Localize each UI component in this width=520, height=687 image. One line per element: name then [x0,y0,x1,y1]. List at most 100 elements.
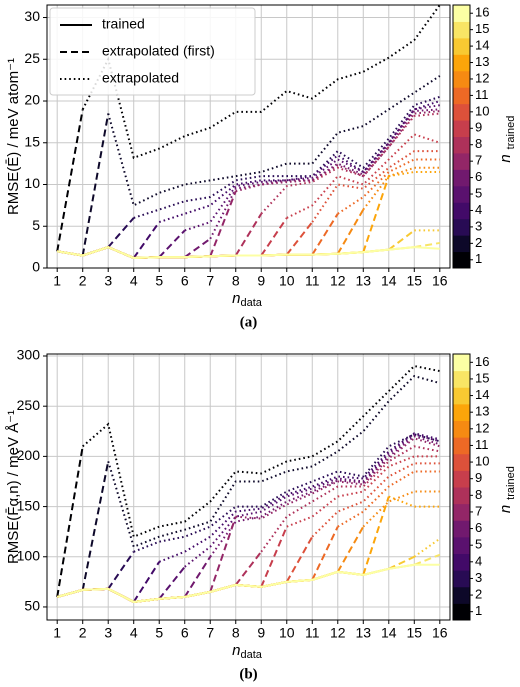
colorbar-tick-label: 12 [475,420,489,435]
colorbar-tick-label: 14 [475,38,489,53]
colorbar-tick-label: 5 [475,185,482,200]
series-line [209,435,441,558]
colorbar-tick-label: 2 [475,587,482,602]
series-line [107,374,441,549]
colorbar-cell [453,120,470,137]
colorbar-cell [453,370,470,388]
colorbar-tick-label: 15 [475,370,489,385]
y-tick-label: 250 [17,397,41,413]
x-tick-label: 10 [279,625,295,641]
x-tick-label: 2 [79,625,87,641]
colorbar-cell [453,453,470,471]
series-line [260,445,440,553]
colorbar-tick-label: 2 [475,235,482,250]
colorbar-cell [453,487,470,505]
colorbar-tick-label: 6 [475,520,482,535]
x-tick-label: 9 [257,625,265,641]
series-line [107,217,135,248]
x-tick-label: 13 [355,625,371,641]
colorbar-cell [453,218,470,236]
series-line [285,536,314,583]
series-line [337,470,440,528]
x-tick-label: 16 [432,625,448,641]
colorbar-label-sub: trained [505,466,517,500]
series-line [209,516,237,593]
colorbar-label-sub: trained [505,116,517,150]
series-line [184,104,440,232]
x-tick-label: 6 [181,625,189,641]
x-tick-label: 5 [155,625,163,641]
series-line [234,551,263,586]
colorbar-tick-label: 1 [475,603,482,618]
colorbar-tick-label: 11 [475,437,489,452]
colorbar-tick-label: 8 [475,136,482,151]
x-tick-label: 14 [381,273,397,289]
colorbar-cell [453,387,470,405]
x-tick-label: 11 [305,625,320,641]
series-line [107,551,135,590]
series-line [234,213,263,257]
panel-label: (a) [240,314,258,330]
x-tick-label: 2 [79,273,87,289]
colorbar-cell [453,420,470,438]
colorbar-cell [453,570,470,588]
y-tick-label: 10 [24,175,40,191]
colorbar-tick-label: 16 [475,5,489,20]
colorbar-tick-label: 4 [475,202,482,217]
colorbar-cell [453,169,470,187]
series-line [56,563,440,603]
series-line [133,95,441,219]
x-tick-label: 16 [432,273,448,289]
x-tick-label: 5 [155,273,163,289]
colorbar-cell [453,586,470,604]
series-line [362,166,440,211]
x-tick-label: 13 [355,273,371,289]
series-line [311,526,339,581]
series-line [183,556,212,598]
series-line [132,561,161,603]
legend-label: trained [102,16,145,32]
colorbar-cell [453,251,470,269]
colorbar-tick-label: 9 [475,120,482,135]
x-tick-label: 14 [381,625,397,641]
y-tick-label: 15 [24,133,40,149]
colorbar-tick-label: 1 [475,251,482,266]
series-line [336,526,365,573]
x-tick-label: 1 [53,273,61,289]
colorbar-cell [453,235,470,253]
y-tick-label: 300 [17,347,41,363]
colorbar-tick-label: 13 [475,404,489,419]
x-tick-label: 7 [206,273,214,289]
x-tick-label: 12 [330,625,346,641]
x-axis-label: n [232,290,240,307]
series-line [311,150,440,223]
series-line [82,364,440,539]
series-line [158,432,441,563]
series-line [158,566,186,600]
colorbar-tick-label: 16 [475,354,489,369]
colorbar-tick-label: 7 [475,503,482,518]
colorbar-cell [453,202,470,220]
colorbar-cell [453,520,470,538]
series-line [81,113,110,256]
colorbar-cell [453,54,470,72]
colorbar-tick-label: 15 [475,21,489,36]
colorbar-tick-label: 8 [475,487,482,502]
x-axis-label-sub: data [241,297,263,309]
x-tick-label: 1 [53,625,61,641]
series-line [311,213,339,256]
x-tick-label: 9 [257,273,265,289]
series-line [235,437,441,520]
series-line [362,175,390,253]
colorbar-cell [453,37,470,55]
colorbar-cell [453,603,470,621]
series-line [209,190,237,257]
x-tick-label: 3 [104,273,112,289]
colorbar-cell [453,354,470,372]
x-tick-label: 12 [330,273,346,289]
series-line [235,110,440,193]
x-axis-label-sub: data [241,649,263,661]
